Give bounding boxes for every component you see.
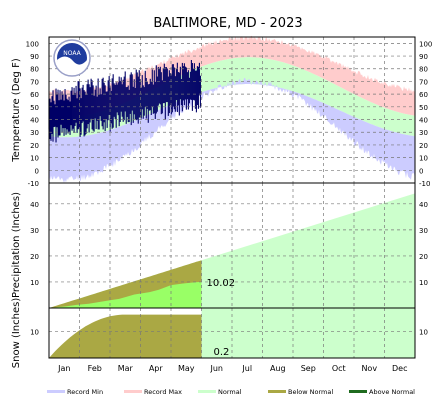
temperature-tick-right: 60 — [419, 91, 428, 99]
legend-swatch — [47, 390, 65, 393]
month-label: Dec — [392, 364, 407, 373]
logo-text: NOAA — [63, 50, 81, 57]
temperature-tick-right: -10 — [419, 180, 430, 188]
temperature-ylabel: Temperature (Deg F) — [11, 58, 22, 163]
legend-swatch — [349, 390, 367, 393]
legend-label: Record Max — [144, 388, 182, 396]
legend-swatch — [124, 390, 142, 393]
temperature-tick-left: 40 — [30, 117, 39, 125]
month-label: Aug — [270, 364, 286, 373]
temperature-tick-right: 70 — [419, 78, 428, 86]
precip-observed-area — [49, 281, 202, 308]
temperature-tick-left: 100 — [26, 40, 39, 48]
temperature-tick-left: 10 — [30, 155, 39, 163]
temperature-tick-left: 50 — [30, 104, 39, 112]
legend-label: Record Min — [67, 388, 103, 396]
temperature-tick-left: 90 — [30, 53, 39, 61]
snow-panel: 10 10 Snow (Inches) 0.2 — [11, 298, 428, 369]
legend-swatch — [198, 390, 216, 393]
temperature-tick-left: -10 — [28, 180, 39, 188]
month-label: Nov — [361, 364, 377, 373]
temperature-tick-right: 50 — [419, 104, 428, 112]
snow-tick-right: 10 — [419, 329, 428, 337]
snow-frame — [48, 307, 416, 359]
snow-ylabel: Snow (Inches) — [11, 298, 22, 369]
noaa-logo: NOAA — [53, 39, 91, 77]
temperature-tick-right: 10 — [419, 155, 428, 163]
temperature-tick-left: 30 — [30, 129, 39, 137]
snow-normal-area — [201, 308, 415, 358]
precipitation-ytd-value: 10.02 — [207, 278, 236, 289]
temperature-tick-left: 60 — [30, 91, 39, 99]
temperature-tick-right: 20 — [419, 142, 428, 150]
precipitation-tick-right: 10 — [419, 279, 428, 287]
snow-tick-left: 10 — [30, 329, 39, 337]
month-label: Jun — [210, 364, 224, 373]
precipitation-tick-left: 20 — [30, 253, 39, 261]
legend-swatch — [268, 390, 286, 393]
precipitation-tick-left: 10 — [30, 279, 39, 287]
precipitation-tick-right: 20 — [419, 253, 428, 261]
legend: Record Min Record Max Normal Below Normal Ab… — [47, 388, 415, 396]
legend-label: Above Normal — [369, 388, 415, 396]
snow-ytd-value: 0.2 — [214, 347, 230, 358]
snow-below-normal-area — [49, 314, 202, 358]
temperature-tick-left: 80 — [30, 66, 39, 74]
temperature-tick-right: 100 — [419, 40, 432, 48]
month-label: Apr — [149, 364, 164, 373]
temperature-tick-right: 90 — [419, 53, 428, 61]
month-label: Feb — [88, 364, 102, 373]
month-label: Sep — [301, 364, 316, 373]
temperature-tick-right: 80 — [419, 66, 428, 74]
temperature-tick-right: 40 — [419, 117, 428, 125]
month-label: Oct — [332, 364, 346, 373]
temperature-panel: -10 -10 0 0 10 10 20 20 30 30 40 40 50 50 60 60 70 70 80 80… — [11, 35, 432, 188]
month-label: Jan — [57, 364, 70, 373]
precipitation-ylabel: Precipitation (Inches) — [11, 192, 22, 298]
temperature-tick-left: 20 — [30, 142, 39, 150]
legend-label: Below Normal — [288, 388, 333, 396]
month-label: Jul — [241, 364, 252, 373]
precipitation-tick-left: 30 — [30, 227, 39, 235]
precipitation-tick-right: 30 — [419, 227, 428, 235]
temperature-tick-right: 30 — [419, 129, 428, 137]
precipitation-tick-right: 40 — [419, 201, 428, 209]
month-label: Mar — [118, 364, 134, 373]
temperature-tick-left: 70 — [30, 78, 39, 86]
chart-title: BALTIMORE, MD - 2023 — [153, 16, 302, 31]
month-axis: Jan Feb Mar Apr May Jun Jul Aug Sep Oct Nov Dec — [57, 364, 407, 373]
month-label: May — [178, 364, 195, 373]
precipitation-tick-left: 40 — [30, 201, 39, 209]
temperature-tick-right: 0 — [419, 167, 423, 175]
temperature-tick-left: 0 — [35, 167, 39, 175]
observed-temperature-series — [48, 60, 201, 143]
legend-label: Normal — [218, 388, 242, 396]
